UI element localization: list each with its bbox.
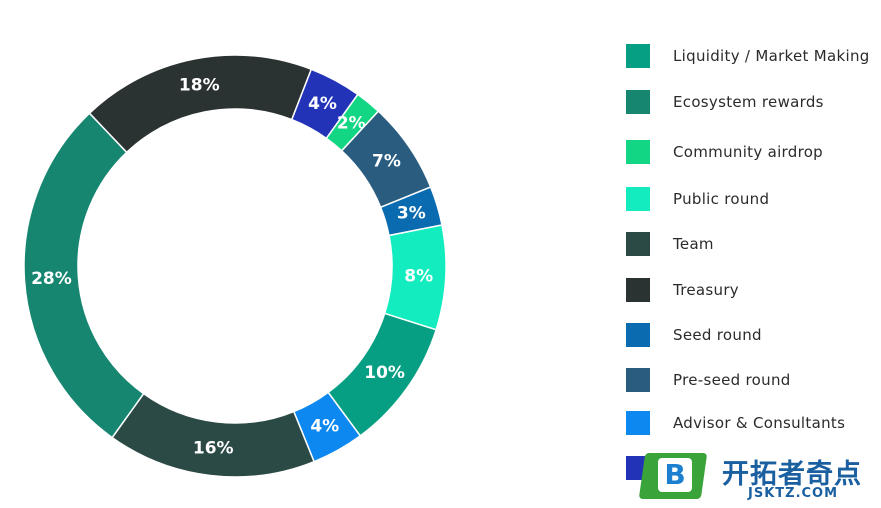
slice-percent-label: 3%	[397, 203, 426, 223]
donut-slice	[111, 392, 316, 478]
legend-swatch	[626, 411, 650, 435]
legend-label: Community airdrop	[673, 143, 824, 161]
legend-swatch	[626, 368, 650, 392]
slice-percent-label: 4%	[310, 417, 339, 437]
legend-swatch	[626, 187, 650, 211]
slice-percent-label: 8%	[404, 266, 433, 286]
slice-percent-label: 7%	[372, 152, 401, 172]
legend-label: Treasury	[673, 281, 739, 299]
donut-slice	[340, 110, 432, 209]
slice-percent-label: 18%	[179, 76, 220, 96]
slice-percent-label: 10%	[364, 363, 405, 383]
legend-label: Team	[673, 235, 714, 253]
legend-label: Pre-seed round	[673, 371, 791, 389]
legend-swatch	[626, 44, 650, 68]
slice-percent-label: 4%	[308, 94, 337, 114]
legend-label: Liquidity / Market Making	[673, 47, 870, 65]
legend-label: Public round	[673, 190, 770, 208]
legend-swatch	[626, 232, 650, 256]
legend-swatch	[626, 90, 650, 114]
slice-percent-label: 16%	[193, 439, 234, 459]
watermark-title: 开拓者奇点	[722, 459, 862, 490]
legend-label: Seed round	[673, 326, 762, 344]
donut-slice	[88, 54, 313, 154]
legend-swatch	[626, 140, 650, 164]
legend-label: Advisor & Consultants	[673, 414, 846, 432]
legend-swatch	[626, 323, 650, 347]
watermark-logo-letter: B	[658, 458, 692, 492]
watermark-subtitle: JSKTZ.COM	[748, 486, 839, 501]
watermark: B 开拓者奇点 JSKTZ.COM	[638, 450, 880, 505]
legend-label: Ecosystem rewards	[673, 93, 824, 111]
slice-percent-label: 2%	[337, 113, 366, 133]
legend-swatch	[626, 278, 650, 302]
slice-percent-label: 28%	[31, 269, 72, 289]
